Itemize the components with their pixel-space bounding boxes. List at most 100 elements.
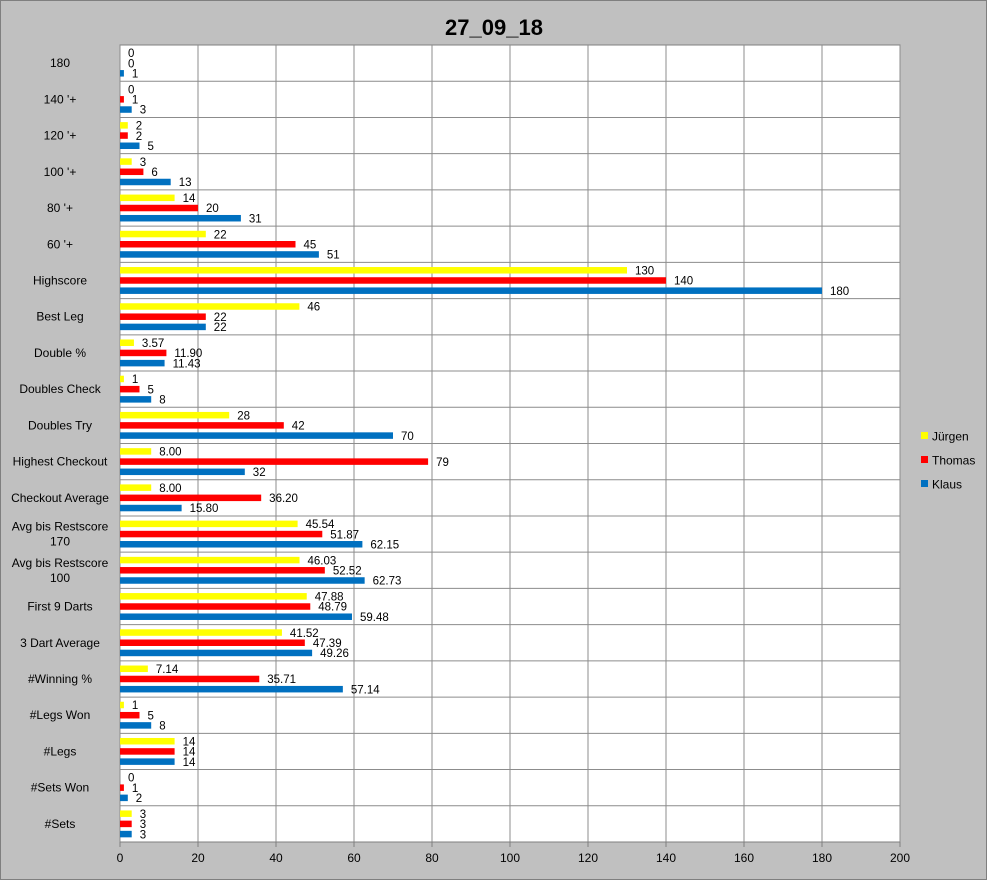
legend-label: Klaus	[932, 478, 962, 492]
data-label: 14	[183, 757, 196, 769]
bar	[120, 359, 165, 367]
bar	[120, 722, 152, 729]
bar	[120, 122, 128, 129]
data-label: 11.90	[174, 348, 202, 360]
category-label: Highscore	[33, 273, 87, 287]
data-label: 5	[148, 384, 154, 396]
category-label: Checkout Average	[11, 491, 109, 505]
data-label: 62.73	[373, 576, 402, 588]
data-label: 1	[132, 374, 138, 386]
data-label: 3	[140, 105, 146, 117]
bar	[120, 313, 206, 320]
bar	[120, 287, 822, 294]
bar	[120, 701, 124, 709]
category-label: 60 '+	[47, 237, 73, 251]
legend-swatch	[921, 432, 928, 439]
category-label: 100	[50, 571, 70, 585]
data-label: 3	[140, 829, 146, 841]
data-label: 0	[128, 84, 134, 96]
bar	[120, 603, 311, 610]
data-label: 49.26	[320, 648, 349, 660]
data-label: 20	[206, 203, 219, 215]
data-label: 5	[148, 141, 154, 153]
bar	[120, 577, 365, 584]
x-tick-label: 60	[347, 851, 361, 865]
bar	[120, 675, 260, 683]
bar	[120, 178, 171, 186]
data-label: 47.39	[313, 638, 342, 650]
category-label: 140 '+	[44, 92, 77, 106]
data-label: 48.79	[318, 602, 347, 614]
data-label: 42	[292, 421, 305, 433]
bar	[120, 303, 300, 310]
bar	[120, 432, 393, 439]
bar	[120, 758, 175, 765]
category-label: 80 '+	[47, 201, 73, 215]
legend-swatch	[921, 480, 928, 487]
data-label: 2	[136, 793, 142, 805]
category-label: #Sets Won	[31, 781, 89, 795]
bar	[120, 230, 206, 238]
bar	[120, 375, 124, 383]
category-label: 3 Dart Average	[20, 636, 100, 650]
data-label: 59.48	[360, 612, 389, 624]
bar	[120, 629, 282, 636]
category-label: Avg bis Restscore	[12, 520, 109, 534]
data-label: 8.00	[159, 447, 181, 459]
data-label: 52.52	[333, 565, 362, 577]
bar	[120, 339, 134, 346]
category-label: 100 '+	[44, 165, 77, 179]
category-label: Doubles Check	[19, 382, 101, 396]
legend-label: Thomas	[932, 454, 975, 468]
bar	[120, 830, 132, 838]
data-label: 46	[307, 302, 320, 314]
data-label: 1	[132, 95, 138, 107]
bar	[120, 142, 140, 150]
data-label: 46.03	[308, 555, 337, 567]
bar	[120, 530, 323, 538]
category-label: Double %	[34, 346, 86, 360]
data-label: 14	[183, 736, 196, 748]
bar	[120, 484, 152, 491]
bar	[120, 323, 206, 331]
data-label: 130	[635, 265, 654, 277]
data-label: 32	[253, 467, 266, 479]
data-label: 6	[151, 167, 157, 179]
category-label: #Sets	[45, 817, 76, 831]
x-tick-label: 20	[191, 851, 205, 865]
data-label: 15.80	[190, 503, 219, 515]
bar	[120, 277, 666, 284]
x-tick-label: 120	[578, 851, 598, 865]
data-label: 8.00	[159, 483, 181, 495]
data-label: 14	[183, 747, 196, 759]
bar	[120, 649, 313, 657]
data-label: 3	[140, 157, 146, 169]
category-label: #Winning %	[28, 672, 92, 686]
data-label: 3	[140, 819, 146, 831]
data-label: 8	[159, 395, 165, 407]
legend-swatch	[921, 456, 928, 463]
data-label: 35.71	[267, 674, 296, 686]
data-label: 14	[183, 193, 196, 205]
data-label: 51.87	[330, 529, 359, 541]
data-label: 22	[214, 322, 227, 334]
bar	[120, 794, 128, 802]
data-label: 70	[401, 431, 414, 443]
bar	[120, 639, 305, 646]
bar	[120, 70, 124, 77]
bar	[120, 132, 128, 139]
bar	[120, 106, 132, 113]
x-tick-label: 160	[734, 851, 754, 865]
data-label: 3.57	[142, 338, 164, 350]
data-label: 2	[136, 131, 142, 143]
data-label: 13	[179, 177, 192, 189]
data-label: 8	[159, 721, 165, 733]
data-label: 36.20	[269, 493, 298, 505]
x-tick-label: 0	[117, 851, 124, 865]
data-label: 41.52	[290, 628, 319, 640]
category-label: #Legs	[44, 744, 77, 758]
data-label: 22	[214, 229, 227, 241]
bar	[120, 267, 627, 274]
bar	[120, 737, 175, 745]
